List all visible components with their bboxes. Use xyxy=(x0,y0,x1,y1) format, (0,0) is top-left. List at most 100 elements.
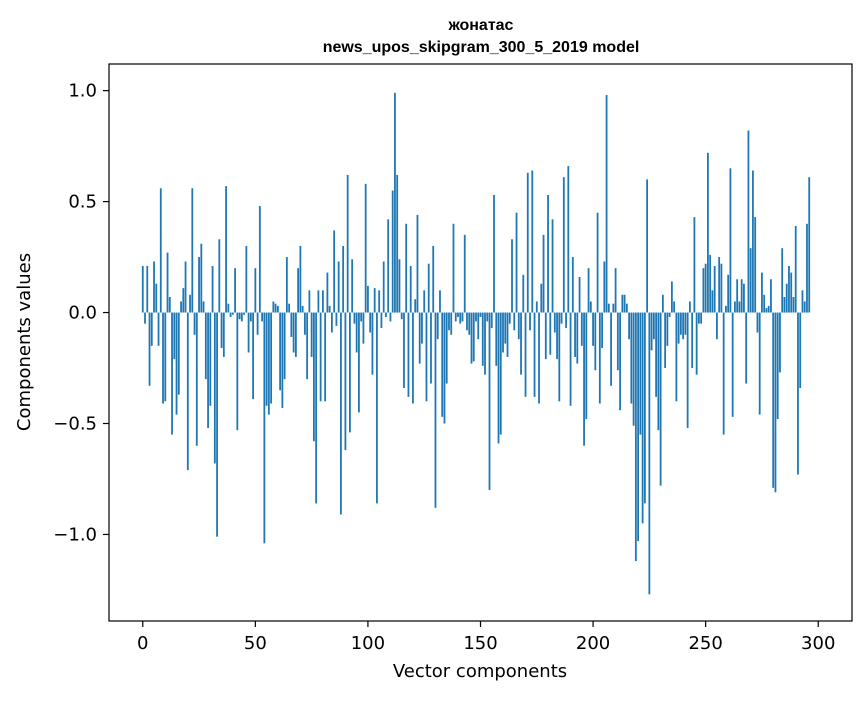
bar-component-69 xyxy=(297,268,300,313)
bar-component-12 xyxy=(168,297,171,313)
x-axis-ticks: 0 50 100 150 200 250 300 xyxy=(137,621,835,654)
bar-component-237 xyxy=(675,312,678,402)
chart-subtitle: news_upos_skipgram_300_5_2019 model xyxy=(323,39,640,56)
bar-component-49 xyxy=(252,312,254,400)
bar-component-246 xyxy=(695,312,698,375)
bar-component-100 xyxy=(367,285,369,313)
bar-component-114 xyxy=(398,259,401,313)
bar-component-54 xyxy=(263,312,266,544)
bar-component-266 xyxy=(740,279,743,313)
bar-component-263 xyxy=(734,301,736,313)
bar-component-61 xyxy=(279,312,282,391)
bar-component-202 xyxy=(596,212,599,313)
bar-component-197 xyxy=(585,312,588,420)
bar-component-17 xyxy=(180,301,182,313)
bar-component-141 xyxy=(459,312,462,324)
bar-component-159 xyxy=(499,312,502,435)
bar-component-206 xyxy=(605,95,608,313)
x-tick-label: 150 xyxy=(463,633,497,654)
bar-component-267 xyxy=(743,283,745,313)
bar-component-212 xyxy=(619,312,621,411)
bar-component-207 xyxy=(607,303,610,313)
bar-component-184 xyxy=(556,312,558,360)
bar-component-87 xyxy=(337,261,340,313)
bar-component-123 xyxy=(418,312,421,364)
bar-component-47 xyxy=(247,312,250,353)
bar-component-133 xyxy=(441,312,444,417)
bar-component-10 xyxy=(164,312,167,402)
bar-component-23 xyxy=(193,312,196,335)
bar-component-75 xyxy=(310,312,313,357)
bar-component-150 xyxy=(479,312,482,317)
x-axis-label: Vector components xyxy=(393,661,567,682)
bar-component-255 xyxy=(716,312,718,340)
bar-component-222 xyxy=(641,312,644,524)
bar-component-71 xyxy=(301,305,304,313)
bar-component-169 xyxy=(522,274,525,313)
bar-component-161 xyxy=(504,312,507,344)
bar-component-38 xyxy=(227,303,230,313)
bar-component-289 xyxy=(792,297,795,313)
bar-component-258 xyxy=(722,312,725,435)
bar-component-74 xyxy=(308,290,311,313)
bar-component-247 xyxy=(697,312,700,324)
y-tick-label: −0.5 xyxy=(53,413,97,434)
bar-component-231 xyxy=(661,294,664,313)
bar-component-236 xyxy=(673,301,676,313)
bar-component-36 xyxy=(222,312,225,357)
bar-component-190 xyxy=(569,312,572,406)
bar-component-178 xyxy=(542,234,545,313)
bar-component-99 xyxy=(364,183,367,313)
bar-component-204 xyxy=(601,312,603,349)
bar-component-181 xyxy=(549,312,552,355)
bar-component-20 xyxy=(186,312,189,471)
bar-component-203 xyxy=(598,312,601,404)
bar-component-25 xyxy=(198,257,200,313)
bar-component-270 xyxy=(749,248,752,313)
bar-component-208 xyxy=(610,312,612,386)
bar-component-65 xyxy=(288,303,291,313)
bar-component-27 xyxy=(202,301,205,313)
bar-component-35 xyxy=(220,312,223,349)
bar-component-283 xyxy=(779,312,781,373)
bar-component-57 xyxy=(270,312,273,404)
bar-component-177 xyxy=(540,283,543,313)
bar-component-102 xyxy=(371,312,374,375)
bar-component-37 xyxy=(225,186,227,313)
bar-component-70 xyxy=(299,245,302,313)
bar-component-115 xyxy=(400,312,403,320)
bar-component-78 xyxy=(317,290,320,313)
bar-component-288 xyxy=(790,272,793,313)
bar-component-122 xyxy=(416,214,419,313)
bar-component-262 xyxy=(731,312,734,417)
bar-component-44 xyxy=(240,312,243,322)
bar-component-183 xyxy=(553,312,556,333)
bar-component-83 xyxy=(328,305,331,313)
bar-component-173 xyxy=(531,170,534,313)
bars-group xyxy=(141,92,811,595)
bar-component-148 xyxy=(475,312,477,322)
bar-component-105 xyxy=(378,290,381,313)
bar-component-62 xyxy=(281,312,284,408)
bar-component-112 xyxy=(394,92,396,313)
bar-component-72 xyxy=(303,312,306,335)
bar-component-134 xyxy=(443,312,446,424)
bar-component-274 xyxy=(758,312,761,415)
bar-component-248 xyxy=(700,312,703,324)
bar-component-56 xyxy=(267,312,270,415)
bar-component-90 xyxy=(344,312,347,451)
bar-component-240 xyxy=(682,312,685,340)
bar-component-269 xyxy=(747,130,750,313)
bar-component-229 xyxy=(657,312,660,431)
bar-component-286 xyxy=(785,283,788,313)
bar-component-139 xyxy=(454,312,457,322)
bar-component-33 xyxy=(216,312,218,537)
bar-component-18 xyxy=(182,288,185,313)
y-axis-ticks: 1.0 0.5 0.0 −0.5 −1.0 xyxy=(53,81,109,545)
bar-component-13 xyxy=(171,312,173,435)
bar-component-215 xyxy=(625,303,628,313)
bar-component-175 xyxy=(535,301,538,313)
bar-component-50 xyxy=(254,268,257,313)
bar-component-8 xyxy=(159,188,162,313)
bar-component-285 xyxy=(783,297,786,313)
